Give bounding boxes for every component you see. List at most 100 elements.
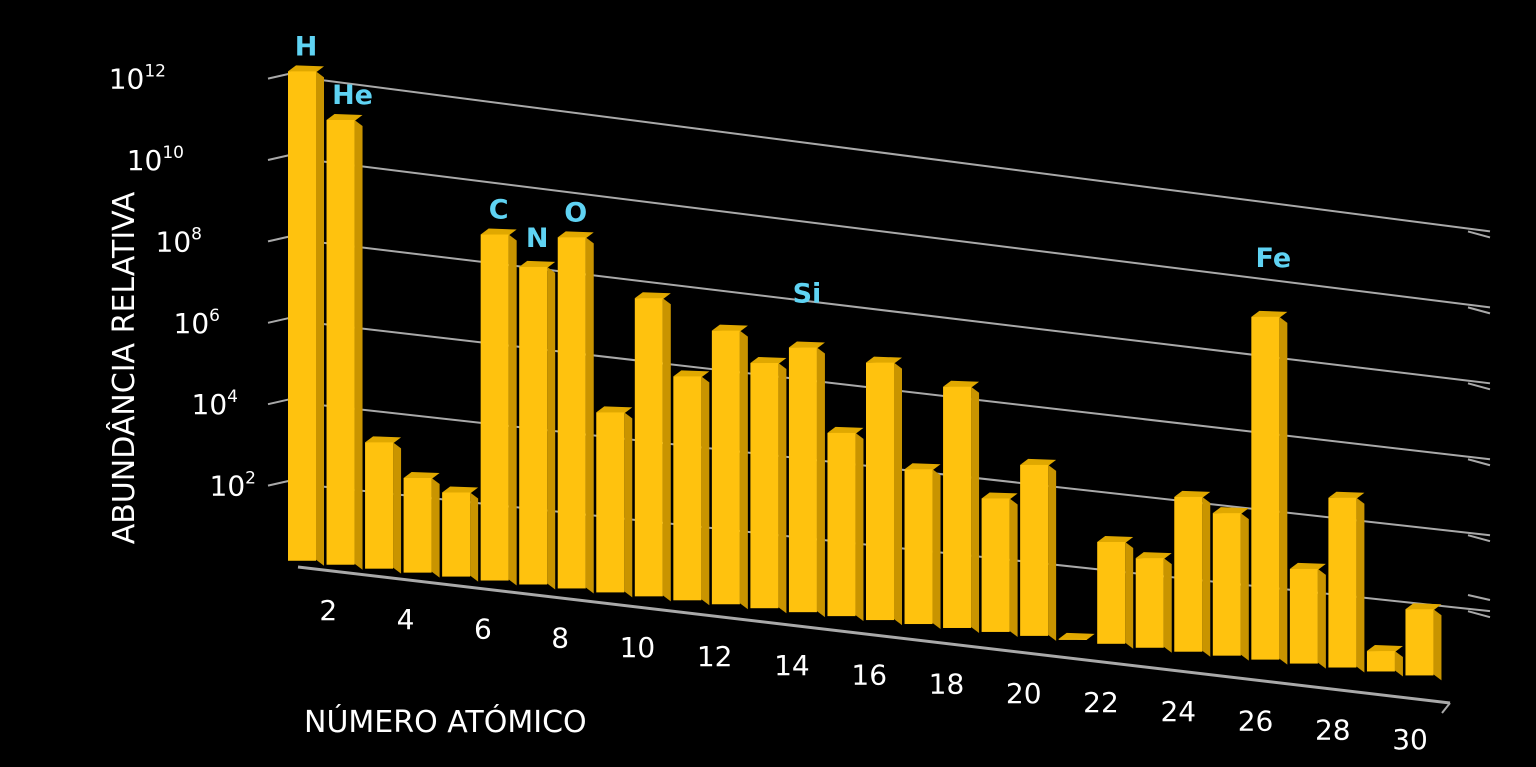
bar-top — [1097, 535, 1134, 543]
bar-top — [1366, 645, 1403, 653]
bar-side — [894, 362, 902, 626]
bar-side — [1279, 316, 1288, 665]
bar-top — [1328, 491, 1365, 499]
bar-side — [624, 412, 633, 598]
bar — [750, 363, 779, 609]
bar-top — [711, 324, 748, 332]
y-tick-mark — [267, 398, 291, 406]
bar-top — [557, 231, 594, 239]
bar-top — [1058, 632, 1095, 640]
x-tick-label: 6 — [474, 612, 492, 645]
bar-side — [1240, 513, 1249, 661]
x-tick-label: 20 — [1006, 677, 1042, 710]
bar-top — [403, 471, 440, 479]
bar-top — [442, 486, 479, 494]
bar — [288, 71, 316, 561]
bar-side — [470, 492, 479, 582]
x-tick-label: 2 — [319, 594, 337, 627]
bar-top — [596, 406, 633, 414]
bar — [711, 330, 740, 605]
y-tick-exponent: 12 — [144, 62, 166, 82]
bar-side — [1009, 498, 1018, 637]
bar-side — [1394, 651, 1403, 677]
bar — [634, 298, 663, 597]
bar — [904, 469, 933, 625]
y-tick-exponent: 10 — [162, 143, 184, 163]
x-tick-label: 12 — [697, 640, 733, 673]
bar-top — [788, 341, 825, 349]
bar — [943, 386, 972, 628]
bar-side — [739, 330, 748, 610]
bar-top — [673, 370, 710, 378]
y-tick-exponent: 8 — [191, 224, 202, 244]
bar-top — [981, 492, 1018, 500]
bar — [1251, 316, 1280, 660]
y-tick-mark — [267, 154, 291, 161]
bar — [519, 266, 548, 585]
bar-side — [1433, 609, 1442, 681]
y-tick-exponent: 4 — [227, 387, 238, 407]
bar-side — [662, 298, 671, 602]
element-label: H — [295, 31, 318, 62]
y-tick-mark — [1467, 610, 1491, 619]
bar-side — [354, 119, 363, 570]
bar — [788, 347, 817, 613]
y-tick-base: 10 — [109, 63, 145, 96]
element-label: Fe — [1255, 243, 1291, 274]
bar-top — [634, 292, 671, 300]
gridline — [294, 157, 1491, 309]
y-tick-mark — [1467, 458, 1491, 467]
y-tick-mark — [1467, 594, 1491, 601]
bar-side — [431, 477, 440, 578]
y-tick-label: 108 — [156, 224, 202, 258]
y-tick-base: 10 — [174, 307, 210, 340]
x-axis-title: NÚMERO ATÓMICO — [304, 703, 587, 740]
bar-side — [1202, 496, 1211, 657]
bar-top — [866, 356, 902, 364]
x-tick-label: 14 — [774, 649, 810, 682]
bar — [1289, 568, 1318, 664]
bar — [1328, 497, 1357, 668]
bar — [480, 234, 509, 581]
element-label: O — [564, 197, 587, 228]
x-tick-label: 26 — [1238, 704, 1274, 737]
bar — [866, 362, 894, 621]
y-tick-base: 10 — [210, 470, 246, 503]
bar-top — [1405, 603, 1442, 611]
bar — [1020, 464, 1049, 636]
bar-side — [1086, 638, 1095, 645]
element-label: C — [489, 195, 509, 226]
y-tick-label: 1010 — [127, 143, 184, 177]
x-axis-baseline — [297, 565, 1451, 705]
y-tick-mark — [267, 316, 291, 324]
bar — [1174, 496, 1203, 652]
y-tick-label: 102 — [210, 469, 256, 503]
bar-side — [547, 266, 556, 590]
bar — [403, 477, 432, 573]
bar-top — [1174, 490, 1211, 498]
y-tick-exponent: 2 — [245, 469, 256, 489]
x-tick-label: 24 — [1160, 695, 1196, 728]
element-label-layer: H He CNO Si Fe — [295, 31, 1291, 309]
bar-side — [701, 376, 710, 606]
bar — [1058, 638, 1087, 640]
bar-top — [288, 65, 324, 73]
bar-side — [855, 432, 864, 622]
bar-top — [519, 260, 556, 268]
bar — [1366, 651, 1395, 672]
bar-top — [326, 113, 363, 121]
bar-side — [932, 469, 941, 630]
y-tick-mark — [1467, 230, 1491, 239]
bar-top — [1020, 458, 1057, 466]
bar-side — [778, 363, 787, 614]
y-tick-exponent: 6 — [209, 306, 220, 326]
y-tick-base: 10 — [192, 388, 228, 421]
bar-side — [585, 237, 594, 594]
bar — [442, 492, 471, 577]
bar-side — [971, 386, 980, 633]
x-tick-label: 18 — [929, 668, 965, 701]
bar — [557, 237, 586, 589]
x-tick-label: 16 — [851, 658, 887, 691]
element-label: Si — [793, 279, 822, 310]
